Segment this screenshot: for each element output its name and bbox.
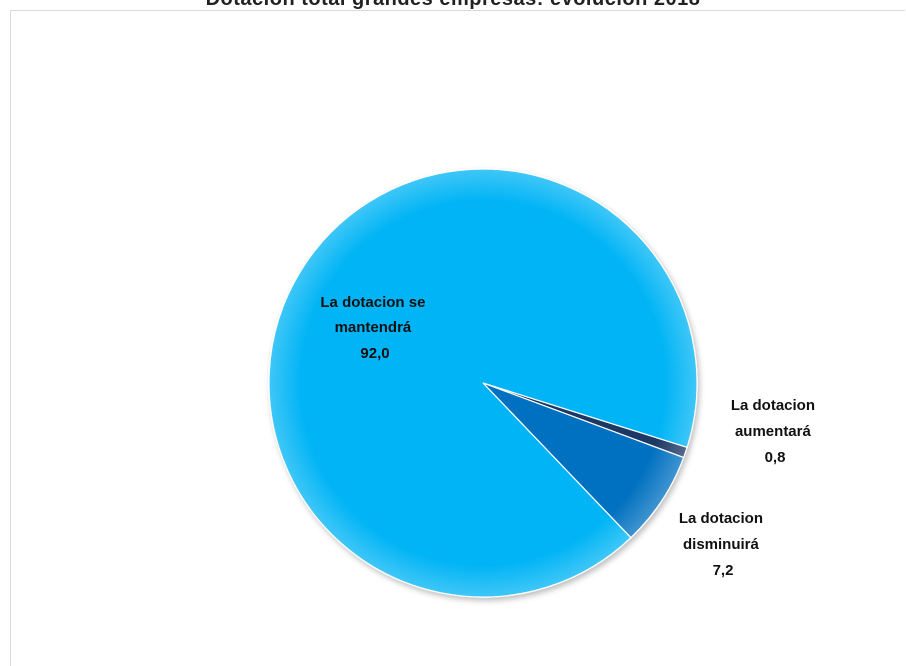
- value-mantendra: 92,0: [360, 345, 389, 362]
- pie-slices: [268, 168, 698, 598]
- chart-frame: [10, 10, 905, 666]
- chart-title: Dotación total grandes empresas: evoluci…: [0, 0, 906, 11]
- label-disminuira: La dotacion disminuirá 7,2: [679, 510, 767, 579]
- value-aumentara: 0,8: [765, 449, 786, 466]
- label-mantendra: La dotacion se mantendrá 92,0: [320, 294, 429, 362]
- label-aumentara: La dotacion aumentará 0,8: [731, 397, 819, 466]
- value-disminuira: 7,2: [713, 562, 734, 579]
